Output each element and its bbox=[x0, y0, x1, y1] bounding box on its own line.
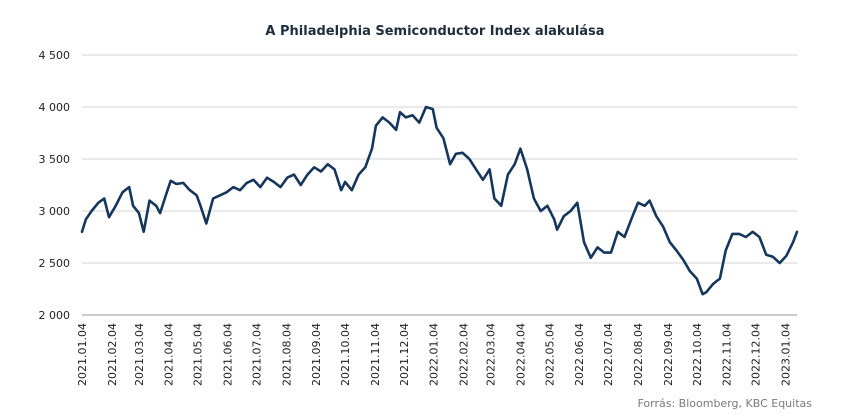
y-tick-label: 2 500 bbox=[39, 257, 71, 270]
x-tick-label: 2021.12.04 bbox=[398, 323, 411, 386]
y-tick-label: 2 000 bbox=[39, 309, 71, 322]
y-axis-ticks: 2 000 2 500 3 000 3 500 4 000 4 500 bbox=[39, 49, 71, 322]
x-tick-label: 2021.07.04 bbox=[250, 323, 263, 386]
series-line bbox=[80, 105, 799, 296]
x-tick-label: 2021.09.04 bbox=[310, 323, 323, 386]
x-tick-label: 2022.02.04 bbox=[458, 323, 471, 386]
x-axis-ticks: 2021.01.04 2021.02.04 2021.03.04 2021.04.04… bbox=[76, 323, 792, 386]
x-tick-label: 2021.03.04 bbox=[133, 323, 146, 386]
x-tick-label: 2022.04.04 bbox=[514, 323, 527, 386]
y-tick-label: 3 000 bbox=[39, 205, 71, 218]
x-tick-label: 2022.03.04 bbox=[485, 323, 498, 386]
grid-lines bbox=[82, 54, 797, 264]
x-tick-label: 2021.01.04 bbox=[76, 323, 89, 386]
y-tick-label: 3 500 bbox=[39, 153, 71, 166]
x-tick-label: 2021.05.04 bbox=[192, 323, 205, 386]
x-tick-label: 2022.10.04 bbox=[691, 323, 704, 386]
x-tick-label: 2021.10.04 bbox=[339, 323, 352, 386]
x-tick-label: 2021.11.04 bbox=[369, 323, 382, 386]
x-tick-label: 2021.02.04 bbox=[106, 323, 119, 386]
chart-title: A Philadelphia Semiconductor Index alaku… bbox=[265, 24, 604, 39]
x-tick-label: 2022.08.04 bbox=[632, 323, 645, 386]
x-tick-label: 2021.04.04 bbox=[163, 323, 176, 386]
x-tick-label: 2021.06.04 bbox=[222, 323, 235, 386]
x-tick-label: 2022.09.04 bbox=[662, 323, 675, 386]
x-tick-label: 2022.01.04 bbox=[428, 323, 441, 386]
y-tick-label: 4 000 bbox=[39, 101, 71, 114]
x-tick-label: 2022.12.04 bbox=[750, 323, 763, 386]
source-note: Forrás: Bloomberg, KBC Equitas bbox=[637, 397, 812, 410]
x-tick-label: 2022.07.04 bbox=[602, 323, 615, 386]
x-tick-label: 2023.01.04 bbox=[779, 323, 792, 386]
y-tick-label: 4 500 bbox=[39, 49, 71, 62]
x-tick-label: 2022.05.04 bbox=[543, 323, 556, 386]
x-tick-label: 2021.08.04 bbox=[280, 323, 293, 386]
x-tick-label: 2022.06.04 bbox=[573, 323, 586, 386]
x-tick-label: 2022.11.04 bbox=[721, 323, 734, 386]
